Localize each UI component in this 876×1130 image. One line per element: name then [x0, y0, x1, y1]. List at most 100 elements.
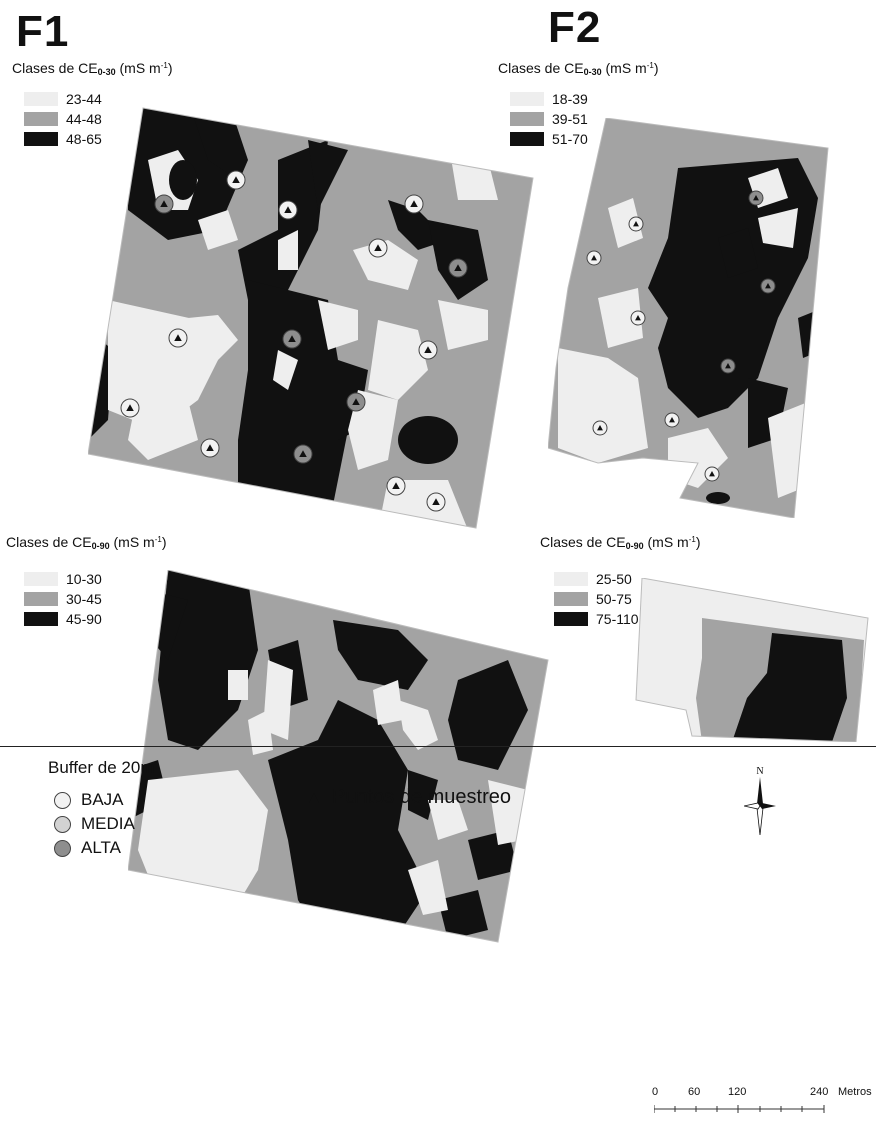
scale-ruler [654, 1105, 825, 1113]
scale-bar: 0 60 120 240 Metros [648, 1086, 876, 1120]
sampling-point-marker [597, 425, 603, 431]
sampling-point-marker [160, 200, 168, 208]
legend-class-label: 44-48 [66, 111, 102, 127]
buffer-legend: Buffer de 20m BAJA MEDIA ALTA [48, 758, 154, 860]
north-label: N [756, 766, 764, 777]
legend-class: 23-44 [24, 89, 173, 109]
legend-class-label: 25-50 [596, 571, 632, 587]
legend-title-close: ) [695, 534, 701, 550]
legend-class: 39-51 [510, 109, 659, 129]
legend-title-subscript: 0-90 [91, 541, 110, 551]
legend-class-label: 39-51 [552, 111, 588, 127]
legend-f1-ce-0-30: Clases de CE0-30 (mS m-1) 23-44 44-48 48… [12, 60, 173, 149]
map-f1-ce-0-90 [128, 570, 558, 950]
sampling-point-marker [126, 404, 134, 412]
legend-swatch [24, 612, 58, 626]
legend-class: 48-65 [24, 129, 173, 149]
legend-class-label: 18-39 [552, 91, 588, 107]
sampling-point-marker [591, 255, 597, 261]
legend-f2-ce-0-90: Clases de CE0-90 (mS m-1) 25-50 50-75 75… [540, 534, 701, 629]
sampling-point-marker [635, 315, 641, 321]
legend-title-prefix: Clases de CE [498, 60, 584, 76]
legend-swatch [24, 592, 58, 606]
legend-title: Clases de CE0-90 (mS m-1) [540, 534, 701, 551]
legend-class: 10-30 [24, 569, 167, 589]
sampling-point-marker [709, 471, 715, 477]
buffer-item-label: MEDIA [81, 814, 135, 833]
compass-rose-icon [743, 777, 776, 836]
legend-title-superscript: -1 [688, 535, 696, 544]
buffer-item-label: ALTA [81, 838, 121, 857]
sampling-point-marker [374, 244, 382, 252]
sampling-point-marker [454, 264, 462, 272]
field-title-f2: F2 [548, 3, 602, 52]
sampling-point-marker [288, 335, 296, 343]
legend-swatch [24, 132, 58, 146]
buffer-item-baja: BAJA [54, 788, 154, 812]
legend-class-label: 23-44 [66, 91, 102, 107]
legend-class: 50-75 [554, 589, 701, 609]
legend-title-unit: (mS m [601, 60, 647, 76]
scale-unit: Metros [838, 1086, 872, 1098]
sampling-point-marker [424, 346, 432, 354]
sampling-legend-label: Puntos de muestreo [332, 786, 511, 808]
legend-title-superscript: -1 [160, 61, 168, 70]
sampling-point-marker [765, 283, 771, 289]
map-f2-ce-0-30 [548, 118, 838, 518]
sampling-point-marker [633, 221, 639, 227]
legend-title: Clases de CE0-30 (mS m-1) [12, 60, 173, 77]
sampling-point-marker [174, 334, 182, 342]
circle-icon [54, 815, 71, 833]
legend-class-label: 50-75 [596, 591, 632, 607]
map-f1-ce-0-30 [88, 100, 548, 530]
sampling-point-marker [669, 417, 675, 423]
legend-title-close: ) [653, 60, 659, 76]
buffer-item-alta: ALTA [54, 836, 154, 860]
sampling-point-marker [232, 176, 240, 184]
legend-swatch [554, 612, 588, 626]
legend-f1-ce-0-90: Clases de CE0-90 (mS m-1) 10-30 30-45 45… [6, 534, 167, 629]
legend-class: 75-110 [554, 609, 701, 629]
legend-title-unit: (mS m [115, 60, 161, 76]
legend-swatch [510, 92, 544, 106]
legend-class-label: 45-90 [66, 611, 102, 627]
legend-title-subscript: 0-90 [625, 541, 644, 551]
sampling-point-marker [432, 498, 440, 506]
scale-label-240: 240 [810, 1086, 829, 1098]
legend-class: 18-39 [510, 89, 659, 109]
north-arrow: N [743, 766, 776, 840]
circle-icon [54, 791, 71, 809]
sampling-legend: Puntos de muestreo [308, 786, 511, 809]
legend-f2-ce-0-30: Clases de CE0-30 (mS m-1) 18-39 39-51 51… [498, 60, 659, 149]
legend-class-label: 30-45 [66, 591, 102, 607]
legend-class-label: 51-70 [552, 131, 588, 147]
buffer-item-label: BAJA [81, 790, 124, 809]
scale-label-120: 120 [728, 1086, 747, 1098]
legend-class: 25-50 [554, 569, 701, 589]
legend-swatch [510, 112, 544, 126]
sampling-point-marker [410, 200, 418, 208]
legend-title-prefix: Clases de CE [6, 534, 92, 550]
legend-title-superscript: -1 [154, 535, 162, 544]
legend-title-close: ) [161, 534, 167, 550]
legend-swatch [554, 572, 588, 586]
sampling-point-marker [753, 195, 759, 201]
scale-label-60: 60 [688, 1086, 701, 1098]
sampling-point-marker [392, 482, 400, 490]
legend-swatch [24, 112, 58, 126]
legend-class: 30-45 [24, 589, 167, 609]
circle-icon [54, 839, 71, 857]
sampling-point-marker [352, 398, 360, 406]
legend-class-label: 75-110 [596, 611, 639, 627]
legend-title-unit: (mS m [643, 534, 689, 550]
legend-swatch [24, 572, 58, 586]
legend-class: 51-70 [510, 129, 659, 149]
sampling-point-marker [284, 206, 292, 214]
legend-swatch [24, 92, 58, 106]
buffer-legend-title: Buffer de 20m [48, 758, 155, 777]
legend-title-close: ) [167, 60, 173, 76]
legend-title-unit: (mS m [109, 534, 155, 550]
legend-title-subscript: 0-30 [97, 67, 116, 77]
legend-title-superscript: -1 [646, 61, 654, 70]
legend-swatch [510, 132, 544, 146]
